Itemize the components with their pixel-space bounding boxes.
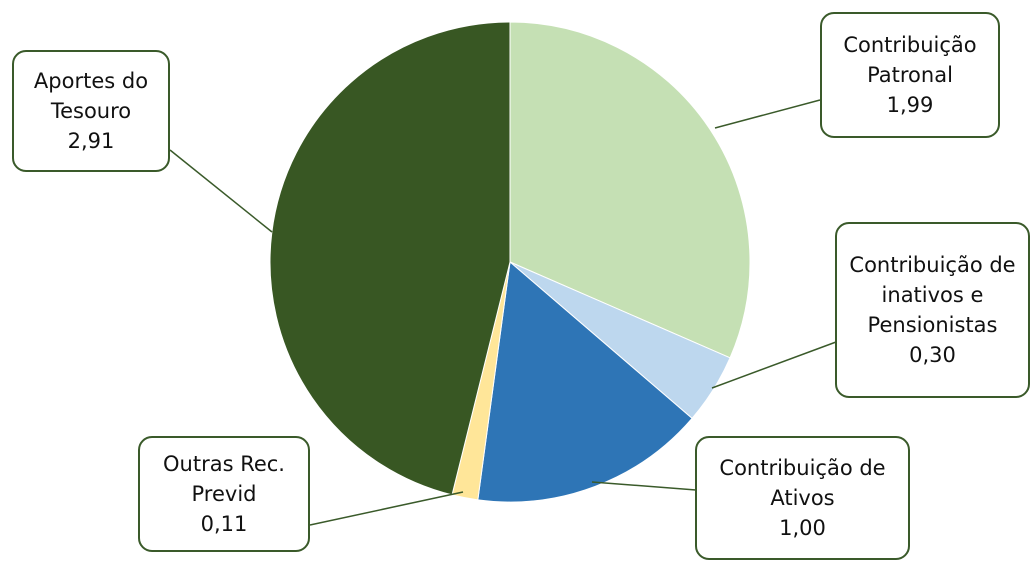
leader-line [169,149,273,233]
value-label: 2,91 [67,129,115,153]
category-label: Outras Rec. Previd [163,452,285,506]
pie-slice [509,21,751,359]
leader-line [714,99,821,129]
leader-line [711,341,837,389]
value-label: 0,30 [909,343,956,367]
category-label: Aportes do Tesouro [33,69,149,123]
value-label: 1,00 [779,516,826,540]
leader-line [591,481,697,491]
value-label: 1,99 [886,93,934,117]
category-label: Contribuição de Ativos [719,456,886,510]
pie-slice [477,261,693,503]
value-label: 0,11 [200,512,248,536]
label-box: Contribuição de Ativos 1,00 [695,436,910,560]
label-box: Contribuição Patronal 1,99 [820,12,1000,138]
category-label: Contribuição Patronal [843,33,977,87]
category-label: Contribuição de inativos e Pensionistas [849,253,1016,337]
label-box: Contribuição de inativos e Pensionistas … [835,222,1030,398]
label-box: Aportes do Tesouro 2,91 [12,50,170,172]
leader-line [309,491,464,526]
label-box: Outras Rec. Previd 0,11 [138,436,310,552]
pie-slice [269,21,511,496]
